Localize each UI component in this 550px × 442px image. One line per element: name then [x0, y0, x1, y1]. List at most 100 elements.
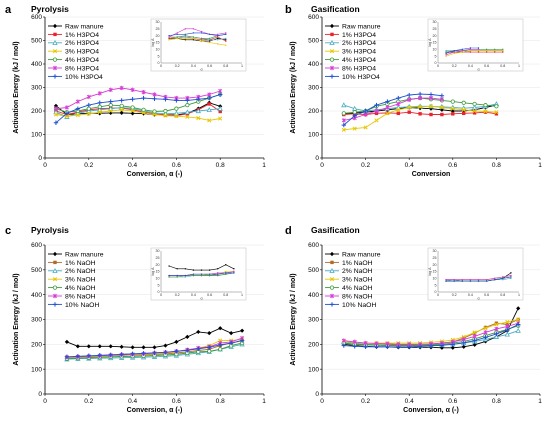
data-point	[207, 349, 212, 354]
data-point	[86, 106, 91, 111]
legend-entry: 1% H3PO4	[65, 32, 99, 39]
data-point	[163, 97, 168, 102]
data-point	[407, 110, 411, 114]
data-point	[363, 344, 368, 350]
data-point	[174, 106, 179, 111]
inset-data-point	[184, 39, 186, 41]
y-tick-label: 100	[308, 366, 319, 373]
data-point	[207, 331, 212, 336]
legend-entry: 2% H3PO4	[342, 40, 376, 47]
inset-data-point	[445, 279, 447, 281]
inset-x-tick-label: 1	[518, 293, 520, 297]
legend-entry: 2% H3PO4	[65, 40, 99, 47]
inset-y-tick-label: 10	[433, 48, 437, 52]
data-point	[418, 112, 422, 116]
inset-y-axis-title: log A	[428, 267, 432, 276]
data-point	[207, 102, 211, 106]
inset-data-point	[217, 39, 219, 41]
data-point	[53, 112, 59, 117]
data-point	[341, 122, 346, 128]
inset-y-tick-label: 0	[435, 290, 437, 294]
x-tick-label: 0.2	[361, 162, 370, 169]
inset-series-6	[168, 32, 227, 37]
data-point	[516, 306, 521, 311]
inset-data-point	[469, 279, 472, 281]
data-point	[141, 345, 146, 350]
inset-data-point	[217, 37, 219, 40]
data-point	[374, 344, 379, 350]
data-point	[97, 344, 102, 349]
legend-entry: 3% H3PO4	[65, 49, 99, 56]
inset-y-tick-label: 20	[433, 263, 437, 267]
data-point	[64, 105, 69, 110]
inset-data-point	[184, 268, 186, 270]
data-point	[130, 345, 135, 350]
data-point	[341, 127, 346, 132]
inset-frame	[150, 18, 247, 72]
inset-series-line	[169, 34, 226, 39]
inset-y-tick-label: 10	[156, 48, 160, 52]
legend-marker	[330, 32, 334, 37]
inset-series-6	[168, 272, 235, 277]
inset-data-point	[453, 279, 455, 281]
inset-data-point	[208, 273, 211, 275]
inset-data-point	[184, 33, 186, 35]
inset-data-point	[477, 51, 480, 53]
data-point	[141, 351, 146, 356]
data-point	[472, 331, 477, 335]
data-point	[86, 94, 91, 100]
x-tick-label: 0.2	[84, 162, 93, 169]
series-5	[53, 85, 223, 111]
legend-entry: 8% NaOH	[342, 293, 373, 300]
data-point	[174, 114, 179, 119]
series-line	[55, 102, 221, 116]
legend-entry: 1% NaOH	[65, 260, 96, 267]
inset-data-point	[453, 50, 455, 52]
y-tick-label: 100	[308, 132, 319, 139]
data-point	[472, 334, 477, 339]
inset-data-point	[200, 32, 203, 34]
data-point	[163, 113, 168, 118]
data-point	[494, 112, 499, 116]
legend-entry: 2% NaOH	[65, 268, 96, 275]
data-point	[461, 340, 466, 346]
data-point	[75, 113, 80, 118]
series-line	[55, 109, 221, 121]
inset-data-point	[200, 37, 203, 40]
inset-data-point	[200, 274, 203, 277]
inset-x-tick-label: 0.2	[175, 293, 180, 297]
inset-data-point	[200, 273, 203, 275]
x-tick-label: 1	[262, 162, 266, 169]
inset-data-point	[168, 276, 170, 278]
legend-marker	[329, 39, 335, 45]
legend-entry: 4% H3PO4	[65, 57, 99, 64]
inset-data-point	[184, 28, 186, 30]
inset-y-tick-label: 25	[433, 256, 437, 260]
data-point	[472, 111, 477, 115]
inset-x-tick-label: 0.8	[223, 64, 228, 68]
data-point	[341, 338, 346, 343]
inset-y-tick-label: 5	[435, 283, 437, 287]
legend-marker	[52, 302, 58, 307]
inset-data-point	[192, 39, 195, 41]
data-point	[86, 102, 91, 108]
data-point	[418, 95, 423, 101]
data-point	[130, 108, 135, 114]
data-point	[472, 342, 477, 347]
data-point	[75, 106, 81, 111]
data-point	[516, 317, 521, 322]
inset-y-tick-label: 15	[156, 41, 160, 45]
inset-y-axis-title: log A	[428, 38, 432, 47]
inset-data-point	[494, 279, 496, 281]
inset-data-point	[225, 32, 227, 34]
data-point	[218, 347, 223, 352]
data-point	[472, 107, 477, 112]
inset-data-point	[485, 280, 488, 282]
inset-data-point	[233, 270, 235, 273]
data-point	[341, 343, 346, 348]
inset-data-point	[485, 48, 488, 51]
data-point	[185, 348, 190, 353]
